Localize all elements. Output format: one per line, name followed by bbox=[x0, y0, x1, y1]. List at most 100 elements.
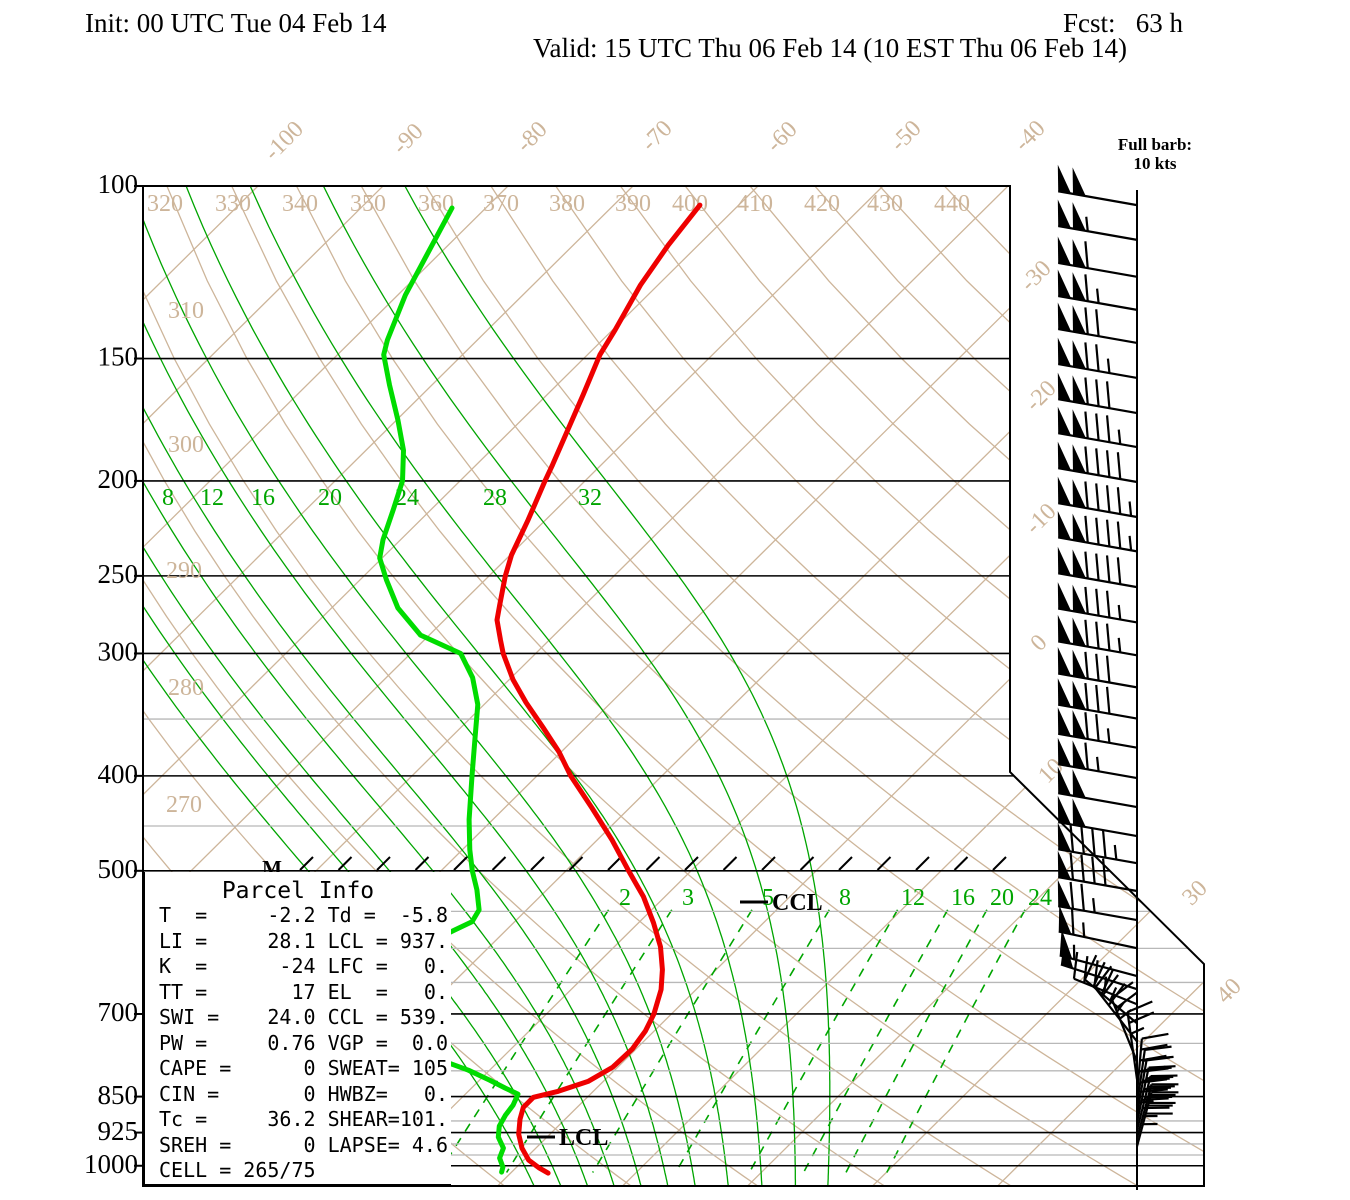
mixing-ratio-line bbox=[886, 909, 1026, 1173]
dry-adiabat-value-label: 330 bbox=[215, 191, 251, 217]
wind-barb bbox=[1135, 1091, 1179, 1147]
hatch-mark bbox=[838, 856, 853, 871]
dewpoint-curve bbox=[334, 205, 521, 1175]
dry-adiabat-line bbox=[943, 186, 1204, 1186]
moist-adiabat-value-label: 16 bbox=[251, 485, 275, 511]
dry-adiabat-line bbox=[425, 186, 1204, 1186]
wind-barb bbox=[1057, 337, 1138, 380]
moist-adiabat-line bbox=[249, 186, 763, 1186]
mixing-ratio-line bbox=[802, 909, 949, 1173]
hatch-mark bbox=[376, 856, 391, 871]
dry-adiabat-value-label: 310 bbox=[168, 298, 204, 324]
dry-adiabat-value-label: 350 bbox=[350, 191, 386, 217]
sounding-curves bbox=[334, 202, 703, 1176]
mixing-ratio-value-label: 2 bbox=[619, 885, 631, 911]
isotherm-value-label: 0 bbox=[1026, 630, 1053, 657]
dry-adiabat-value-label: 380 bbox=[549, 191, 585, 217]
mixing-ratio-value-label: 3 bbox=[682, 885, 694, 911]
mixing-ratio-value-label: 16 bbox=[951, 885, 975, 911]
pressure-tick-label: 250 bbox=[98, 559, 139, 589]
hatch-mark bbox=[722, 856, 738, 871]
mixing-ratio-line bbox=[845, 909, 988, 1173]
wind-barb bbox=[1057, 199, 1138, 241]
isotherm-line bbox=[872, 186, 1204, 1186]
isotherm-line bbox=[372, 186, 1204, 1186]
hatch-mark bbox=[684, 856, 699, 871]
wind-barb bbox=[1057, 269, 1138, 311]
moist-mixing-labels: 8 12 16 20 24 28 322 3 5 8 12 16 20 24 bbox=[162, 485, 1052, 911]
dry-adiabat-value-label: 410 bbox=[737, 191, 773, 217]
pressure-tick-label: 150 bbox=[98, 342, 139, 372]
lcl-marker-label: LCL bbox=[559, 1125, 608, 1151]
isotherm-line bbox=[997, 186, 1204, 1186]
hatch-mark bbox=[992, 856, 1007, 871]
isotherm-line bbox=[497, 186, 1204, 1186]
wind-barb bbox=[1057, 406, 1138, 449]
barb-legend-line1: Full barb: bbox=[1118, 135, 1192, 154]
hatch-mark bbox=[491, 856, 507, 871]
wind-barb bbox=[1057, 236, 1138, 278]
dry-adiabat-line bbox=[749, 186, 1204, 1186]
hatch-mark bbox=[799, 856, 815, 871]
pressure-tick-label: 200 bbox=[98, 464, 139, 494]
moist-adiabat-line bbox=[143, 186, 642, 1186]
moist-adiabat-line bbox=[185, 186, 729, 1186]
wind-barb bbox=[1057, 614, 1138, 657]
wind-barb bbox=[1057, 850, 1138, 893]
moist-adiabat-line bbox=[322, 186, 797, 1186]
hatch-mark bbox=[876, 856, 892, 871]
hatch-mark bbox=[645, 856, 661, 871]
isotherm-value-label: 30 bbox=[1177, 875, 1212, 910]
dry-adiabat-line bbox=[555, 186, 1204, 1186]
wind-barb bbox=[1083, 954, 1138, 1025]
valid-time-label: Valid: 15 UTC Thu 06 Feb 14 (10 EST Thu … bbox=[533, 33, 1127, 63]
wind-barb bbox=[1126, 1000, 1155, 1080]
isotherm-value-label: -60 bbox=[762, 117, 803, 158]
dry-adiabat-line bbox=[295, 186, 1204, 1186]
mixing-ratio-value-label: 12 bbox=[901, 885, 925, 911]
pressure-tick-label: 1000 bbox=[84, 1149, 138, 1179]
hatch-mark bbox=[414, 856, 430, 871]
isotherm-line bbox=[143, 186, 634, 1186]
wind-barb bbox=[1057, 164, 1138, 207]
dry-adiabat-value-label: 320 bbox=[147, 191, 183, 217]
mixing-ratio-line bbox=[748, 909, 899, 1173]
wind-barb bbox=[1057, 476, 1138, 519]
isotherm-value-label: -40 bbox=[1010, 116, 1051, 157]
dry-adiabat-value-label: 370 bbox=[483, 191, 519, 217]
ccl-marker-label: CCL bbox=[772, 890, 823, 916]
isotherm-value-label: -100 bbox=[259, 116, 308, 165]
moist-adiabat-line bbox=[143, 186, 669, 1186]
pressure-tick-label: 500 bbox=[98, 854, 139, 884]
hatch-mark bbox=[607, 856, 622, 871]
dry-adiabat-line bbox=[166, 186, 1140, 1186]
barb-legend-line2: 10 kts bbox=[1134, 154, 1177, 173]
isotherm-value-label: 40 bbox=[1211, 973, 1246, 1008]
dry-adiabat-value-label: 440 bbox=[934, 191, 970, 217]
temperature-curve bbox=[494, 202, 703, 1176]
dry-adiabat-line bbox=[143, 186, 1013, 1186]
hatch-mark bbox=[761, 856, 776, 871]
mixing-ratio-line bbox=[675, 909, 830, 1173]
pressure-tick-label: 300 bbox=[98, 637, 139, 667]
pressure-tick-label: 850 bbox=[98, 1080, 139, 1110]
isotherm-value-label: -90 bbox=[388, 119, 429, 160]
init-time-label: Init: 00 UTC Tue 04 Feb 14 bbox=[85, 8, 387, 38]
wind-barb bbox=[1058, 905, 1138, 950]
dry-adiabat-value-label: 280 bbox=[168, 675, 204, 701]
isotherm-line bbox=[747, 186, 1204, 1186]
isotherm-line bbox=[0, 186, 133, 1186]
dry-adiabat-line bbox=[143, 186, 886, 1186]
isotherm-value-label: -30 bbox=[1016, 256, 1057, 297]
mixing-ratio-value-label: 20 bbox=[990, 885, 1014, 911]
isotherm-line bbox=[143, 186, 384, 1186]
isotherm-line bbox=[143, 186, 509, 1186]
moist-adiabat-line bbox=[143, 186, 615, 1186]
moist-adiabat-value-label: 28 bbox=[483, 485, 507, 511]
mixing-ratio-line bbox=[438, 909, 610, 1173]
mixing-ratio-value-label: 5 bbox=[762, 885, 774, 911]
isotherm-value-label: -50 bbox=[886, 116, 927, 157]
mixing-ratio-value-label: 24 bbox=[1028, 885, 1052, 911]
wind-barb bbox=[1057, 795, 1138, 838]
